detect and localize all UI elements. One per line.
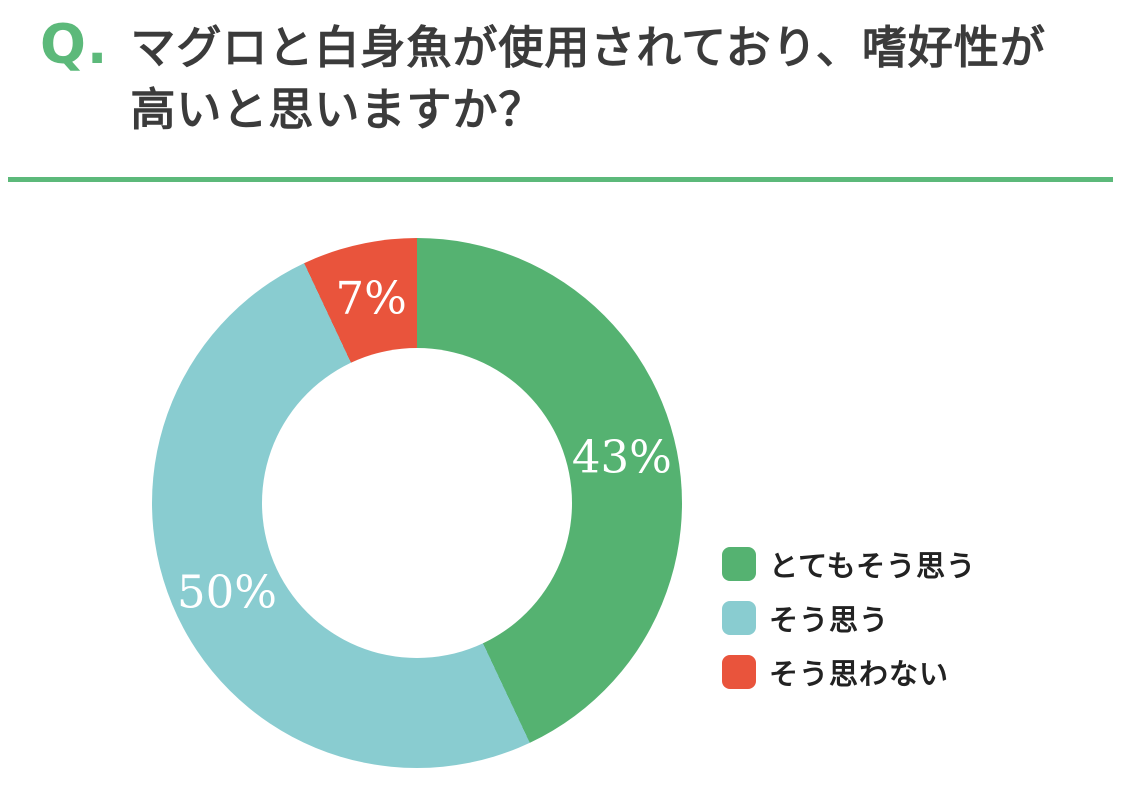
legend-swatch-icon <box>722 601 756 635</box>
legend-item-2: そう思わない <box>722 655 976 691</box>
question-title: マグロと白身魚が使用されており、嗜好性が 高いと思いますか？ <box>130 17 1046 141</box>
legend-item-0: とてもそう思う <box>722 547 976 583</box>
question-title-line1: マグロと白身魚が使用されており、嗜好性が <box>130 21 1046 74</box>
chart-legend: とてもそう思う そう思うそう思わない <box>722 547 976 709</box>
slice-label-0: 43% <box>571 430 672 484</box>
legend-label: とてもそう思う <box>769 549 977 583</box>
legend-label: そう思う <box>769 603 890 637</box>
question-header: Q. マグロと白身魚が使用されており、嗜好性が 高いと思いますか？ <box>40 14 1046 141</box>
question-prefix: Q. <box>40 13 109 76</box>
legend-label: そう思わない <box>769 657 950 691</box>
legend-swatch-icon <box>722 547 756 581</box>
legend-swatch-icon <box>722 655 756 689</box>
slice-label-2: 7% <box>335 271 407 325</box>
question-title-line2: 高いと思いますか？ <box>130 83 545 136</box>
donut-chart <box>152 238 682 768</box>
title-divider <box>8 177 1113 182</box>
slice-label-1: 50% <box>176 565 277 619</box>
legend-item-1: そう思う <box>722 601 976 637</box>
donut-hole <box>262 348 572 658</box>
